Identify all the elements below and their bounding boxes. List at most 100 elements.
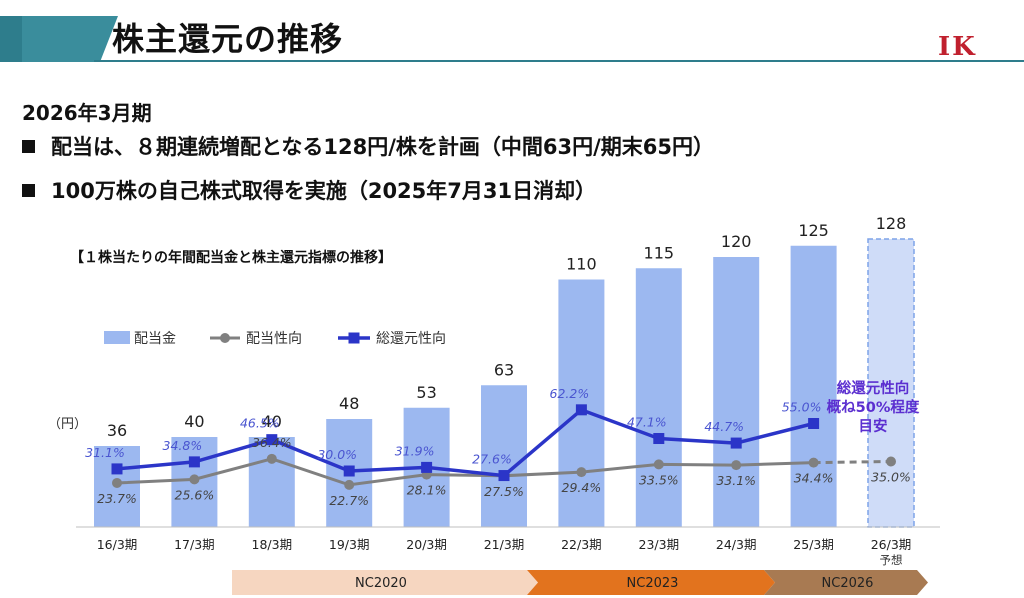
total-return-ratio-label: 55.0% — [782, 400, 822, 415]
bullet-item: 100万株の自己株式取得を実施（2025年7月31日消却） — [22, 175, 596, 205]
bar-value-label: 120 — [721, 232, 752, 251]
dividend-bar — [481, 385, 527, 527]
bar-value-label: 40 — [262, 412, 282, 431]
payout-ratio-point — [731, 460, 742, 471]
payout-ratio-label: 22.7% — [329, 493, 369, 508]
dividend-bar — [635, 268, 682, 527]
total-return-ratio-label: 27.6% — [472, 452, 512, 467]
payout-ratio-label: 35.0% — [871, 470, 911, 485]
target-annotation: 概ね50%程度 — [827, 398, 920, 416]
total-return-ratio-point — [730, 437, 742, 449]
payout-ratio-label: 28.1% — [407, 483, 447, 498]
category-tick-label: 22/3期 — [561, 537, 602, 552]
bar-value-label: 53 — [416, 383, 436, 402]
forecast-note-label: 予想 — [880, 553, 903, 567]
chart-legend: 配当金 配当性向 総還元性向 — [104, 331, 446, 347]
category-tick-label: 17/3期 — [174, 537, 215, 552]
plan-label: NC2026 — [822, 576, 874, 591]
legend-bar-swatch — [104, 331, 130, 344]
total-return-ratio-point — [343, 465, 355, 477]
category-tick-label: 24/3期 — [716, 537, 757, 552]
bullet-text: 100万株の自己株式取得を実施（2025年7月31日消却） — [51, 179, 597, 203]
bar-value-label: 110 — [566, 255, 597, 274]
category-tick-label: 16/3期 — [97, 537, 138, 552]
legend-label: 配当金 — [134, 331, 176, 347]
category-tick-label: 20/3期 — [406, 537, 447, 552]
payout-ratio-line — [116, 457, 814, 487]
legend-marker — [220, 333, 230, 343]
chart-title: 【１株当たりの年間配当金と株主還元指標の推移】 — [70, 250, 392, 266]
total-return-ratio-point — [266, 434, 278, 446]
payout-ratio-label: 34.4% — [794, 471, 834, 486]
total-return-ratio-point — [575, 404, 587, 416]
total-return-ratio-label: 31.9% — [395, 443, 435, 458]
bar-value-label: 128 — [876, 214, 907, 233]
payout-ratio-label: 36.4% — [252, 435, 292, 450]
category-tick-label: 25/3期 — [793, 537, 834, 552]
legend-label: 総還元性向 — [376, 331, 446, 347]
payout-ratio-label: 33.1% — [716, 473, 756, 488]
legend-marker — [348, 332, 360, 344]
total-return-ratio-label: 30.0% — [317, 447, 357, 462]
category-tick-label: 19/3期 — [329, 537, 370, 552]
payout-ratio-label: 27.5% — [484, 484, 524, 499]
payout-ratio-point — [886, 456, 896, 467]
category-tick-label: 26/3期 — [871, 537, 912, 552]
payout-ratio-label: 25.6% — [175, 487, 215, 502]
legend-label: 配当性向 — [246, 331, 302, 347]
plan-arrow — [527, 570, 775, 595]
data-labels: （円） 36 40 40 48 53 63 110 115 120 125 128 23.7% 25.6%… — [48, 214, 920, 508]
dividend-bar — [248, 437, 295, 527]
payout-ratio-label: 33.5% — [639, 472, 679, 487]
plan-arrows: NC2020 NC2023 NC2026 — [232, 570, 928, 595]
dividend-bar — [558, 279, 605, 527]
payout-ratio-point — [576, 467, 587, 478]
plan-arrow — [764, 570, 928, 595]
payout-ratio-label: 23.7% — [97, 491, 137, 506]
dividend-bar — [790, 245, 837, 527]
square-bullet-icon — [22, 139, 35, 153]
target-annotation: 総還元性向 — [837, 379, 910, 397]
bar-value-label: 125 — [798, 221, 829, 240]
x-axis: 16/3期 17/3期 18/3期 19/3期 20/3期 21/3期 22/3期 23/3期… — [76, 526, 940, 567]
bullet-item: 配当は、８期連続増配となる128円/株を計画（中間63円/期末65円） — [22, 131, 714, 161]
unit-label: （円） — [48, 417, 87, 432]
bar-value-label: 63 — [494, 360, 514, 379]
title-band — [0, 0, 1024, 62]
category-tick-label: 18/3期 — [252, 537, 293, 552]
category-tick-label: 23/3期 — [639, 537, 680, 552]
total-return-ratio-label: 46.5% — [240, 416, 280, 431]
total-return-ratio-point — [808, 418, 820, 429]
dividend-bar — [867, 238, 915, 528]
total-return-ratio-label: 44.7% — [704, 419, 744, 434]
dividend-bar — [713, 257, 760, 527]
square-bullet-icon — [22, 183, 35, 197]
bar-value-label: 40 — [184, 412, 204, 431]
company-logo: IK — [938, 32, 977, 62]
total-return-ratio-point — [653, 433, 665, 445]
category-tick-label: 21/3期 — [484, 537, 525, 552]
payout-ratio-label: 29.4% — [562, 480, 602, 495]
bar-value-label: 115 — [644, 243, 675, 262]
plan-label: NC2023 — [627, 576, 679, 591]
total-return-ratio-label: 62.2% — [550, 386, 590, 401]
bullet-text: 配当は、８期連続増配となる128円/株を計画（中間63円/期末65円） — [51, 135, 714, 159]
plan-arrow — [232, 570, 538, 595]
total-return-ratio-point — [188, 456, 200, 468]
payout-ratio-point — [808, 457, 819, 468]
fiscal-year-heading: 2026年3月期 — [22, 101, 152, 125]
payout-ratio-forecast-line — [813, 460, 892, 465]
payout-ratio-point — [344, 479, 355, 490]
total-return-ratio-label: 31.1% — [85, 445, 125, 460]
bar-value-label: 48 — [339, 394, 359, 413]
total-return-ratio-label: 47.1% — [627, 415, 667, 430]
payout-ratio-point — [189, 474, 200, 485]
total-return-ratio-point — [421, 461, 433, 473]
bar-value-label: 36 — [107, 421, 127, 440]
total-return-ratio-line — [116, 407, 815, 478]
total-return-ratio-label: 34.8% — [163, 438, 203, 453]
page-title: 株主還元の推移 — [112, 20, 344, 58]
payout-ratio-point — [653, 459, 664, 470]
target-annotation: 目安 — [859, 417, 888, 435]
